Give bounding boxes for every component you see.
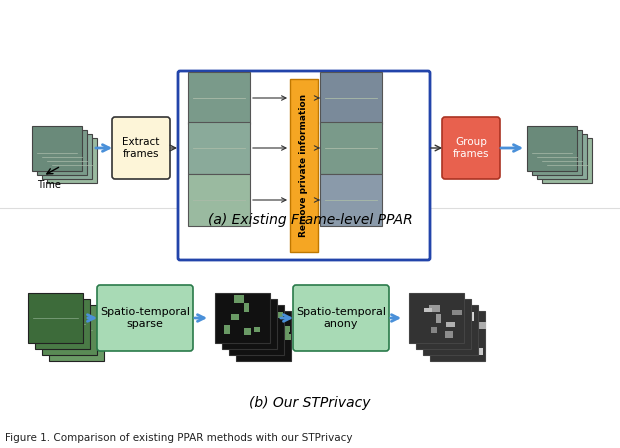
- Bar: [443, 316, 455, 322]
- Bar: [429, 305, 440, 312]
- Text: (b) Our STPrivacy: (b) Our STPrivacy: [249, 396, 371, 410]
- Bar: [188, 122, 250, 174]
- Polygon shape: [229, 305, 283, 355]
- Bar: [456, 323, 463, 331]
- Polygon shape: [32, 125, 82, 171]
- Bar: [254, 318, 265, 324]
- Bar: [463, 344, 470, 350]
- Polygon shape: [42, 134, 92, 178]
- Polygon shape: [430, 311, 484, 361]
- Bar: [268, 342, 278, 348]
- Polygon shape: [527, 125, 577, 171]
- Text: Spatio-temporal
sparse: Spatio-temporal sparse: [100, 307, 190, 329]
- Bar: [273, 312, 283, 318]
- Bar: [446, 322, 455, 327]
- FancyBboxPatch shape: [97, 285, 193, 351]
- Bar: [320, 122, 382, 174]
- Bar: [438, 309, 445, 314]
- Text: Figure 1. Comparison of existing PPAR methods with our STPrivacy: Figure 1. Comparison of existing PPAR me…: [5, 433, 353, 443]
- FancyBboxPatch shape: [442, 117, 500, 179]
- Bar: [282, 332, 289, 336]
- Polygon shape: [215, 293, 270, 343]
- Bar: [428, 305, 436, 310]
- Bar: [476, 348, 484, 355]
- Text: Time: Time: [37, 180, 61, 190]
- Bar: [432, 327, 436, 333]
- Bar: [188, 72, 250, 124]
- Polygon shape: [27, 293, 82, 343]
- Bar: [282, 334, 291, 340]
- Text: Extract
frames: Extract frames: [122, 137, 160, 159]
- Polygon shape: [415, 299, 471, 349]
- Bar: [244, 328, 252, 335]
- Text: Remove private information: Remove private information: [299, 94, 309, 237]
- Polygon shape: [221, 299, 277, 349]
- Bar: [448, 325, 459, 335]
- Bar: [262, 298, 270, 308]
- Bar: [462, 340, 469, 347]
- Bar: [463, 311, 474, 321]
- Bar: [236, 338, 247, 344]
- Bar: [254, 327, 260, 332]
- Bar: [447, 305, 458, 310]
- Bar: [440, 318, 450, 322]
- Bar: [424, 308, 432, 313]
- Bar: [229, 317, 236, 322]
- Bar: [281, 326, 290, 332]
- Bar: [234, 295, 244, 303]
- Bar: [435, 332, 443, 336]
- Bar: [457, 313, 467, 320]
- Polygon shape: [42, 305, 97, 355]
- Bar: [441, 318, 449, 326]
- Polygon shape: [542, 138, 592, 182]
- Bar: [258, 335, 264, 340]
- Polygon shape: [409, 293, 464, 343]
- Bar: [226, 309, 234, 317]
- Polygon shape: [532, 129, 582, 175]
- FancyBboxPatch shape: [112, 117, 170, 179]
- Bar: [244, 326, 255, 333]
- Bar: [448, 329, 456, 334]
- Polygon shape: [48, 311, 104, 361]
- Text: (a) Existing Frame-level PPAR: (a) Existing Frame-level PPAR: [208, 213, 412, 227]
- Bar: [231, 314, 239, 319]
- Text: Spatio-temporal
anony: Spatio-temporal anony: [296, 307, 386, 329]
- Bar: [474, 322, 486, 329]
- Bar: [260, 337, 268, 347]
- Polygon shape: [537, 134, 587, 178]
- FancyBboxPatch shape: [293, 285, 389, 351]
- Bar: [250, 338, 257, 348]
- Bar: [320, 72, 382, 124]
- Bar: [452, 317, 461, 324]
- Bar: [429, 325, 440, 331]
- Bar: [452, 310, 463, 315]
- Bar: [239, 305, 249, 313]
- Bar: [320, 174, 382, 226]
- Bar: [224, 325, 230, 334]
- Bar: [188, 174, 250, 226]
- Bar: [445, 332, 453, 337]
- Polygon shape: [236, 311, 291, 361]
- Polygon shape: [47, 138, 97, 182]
- FancyBboxPatch shape: [178, 71, 430, 260]
- Polygon shape: [35, 299, 89, 349]
- Bar: [244, 302, 249, 312]
- Text: Group
frames: Group frames: [453, 137, 489, 159]
- Polygon shape: [37, 129, 87, 175]
- Polygon shape: [422, 305, 477, 355]
- Bar: [436, 314, 441, 323]
- Bar: [433, 306, 438, 311]
- Bar: [290, 79, 318, 252]
- Bar: [242, 325, 248, 334]
- Bar: [261, 347, 267, 353]
- Bar: [448, 335, 454, 341]
- Bar: [420, 310, 432, 319]
- Bar: [247, 322, 255, 328]
